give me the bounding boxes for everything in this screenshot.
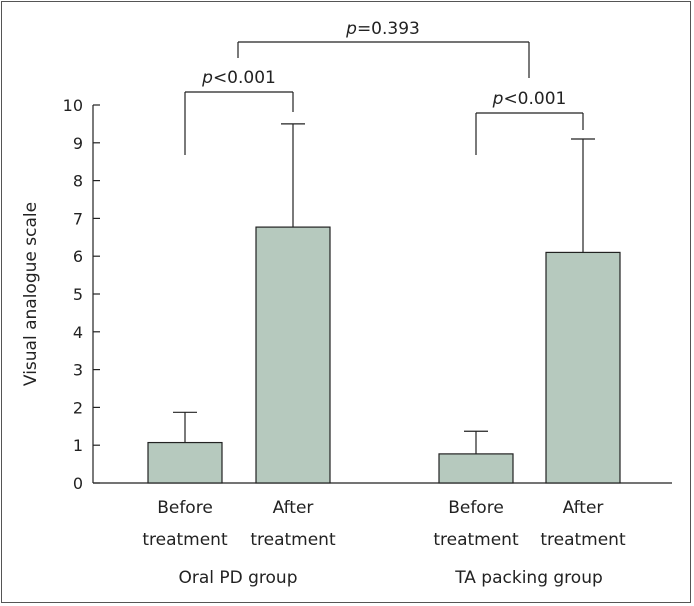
y-tick-label: 3	[73, 361, 83, 380]
y-tick-label: 0	[73, 474, 83, 493]
bar	[545, 251, 621, 484]
bar	[147, 441, 223, 484]
y-tick-label: 1	[73, 436, 83, 455]
y-tick-label: 5	[73, 285, 83, 304]
y-tick-label: 4	[73, 323, 83, 342]
y-tick-label: 2	[73, 398, 83, 417]
category-label: After	[273, 498, 314, 518]
y-tick-label: 10	[63, 96, 83, 115]
category-label: treatment	[433, 530, 519, 550]
p-value-label: p=0.393	[345, 19, 420, 39]
group-label: Oral PD group	[178, 568, 297, 588]
category-label: treatment	[250, 530, 336, 550]
category-label: Before	[448, 498, 504, 518]
bar	[438, 453, 514, 484]
bar	[255, 226, 331, 484]
y-tick-label: 8	[73, 172, 83, 191]
y-tick-label: 7	[73, 209, 83, 228]
y-tick-label: 9	[73, 134, 83, 153]
y-tick-label: 6	[73, 247, 83, 266]
p-value-label: p<0.001	[201, 68, 276, 88]
group-label: TA packing group	[454, 568, 603, 588]
category-label: treatment	[142, 530, 228, 550]
category-label: Before	[157, 498, 213, 518]
p-value-label: p<0.001	[492, 89, 567, 109]
y-axis-label: Visual analogue scale	[21, 202, 41, 386]
category-label: After	[563, 498, 604, 518]
category-label: treatment	[540, 530, 626, 550]
